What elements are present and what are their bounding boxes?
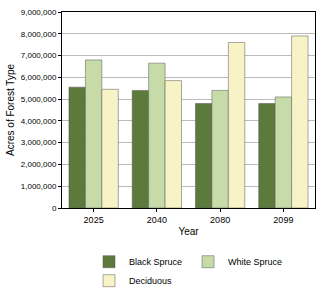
svg-text:2040: 2040 [147,215,167,225]
svg-text:2,000,000: 2,000,000 [21,160,57,169]
svg-text:White Spruce: White Spruce [228,257,282,267]
svg-text:2025: 2025 [84,215,104,225]
svg-text:8,000,000: 8,000,000 [21,30,57,39]
svg-text:Deciduous: Deciduous [129,276,172,286]
svg-text:Black Spruce: Black Spruce [129,257,182,267]
svg-text:2099: 2099 [273,215,293,225]
svg-text:0: 0 [52,204,57,213]
svg-text:1,000,000: 1,000,000 [21,182,57,191]
svg-text:4,000,000: 4,000,000 [21,117,57,126]
svg-text:6,000,000: 6,000,000 [21,73,57,82]
svg-text:5,000,000: 5,000,000 [21,95,57,104]
svg-text:Year: Year [178,226,199,237]
svg-text:9,000,000: 9,000,000 [21,8,57,17]
svg-text:3,000,000: 3,000,000 [21,138,57,147]
svg-text:7,000,000: 7,000,000 [21,51,57,60]
svg-text:Acres of Forest Type: Acres of Forest Type [5,64,16,157]
svg-text:2080: 2080 [210,215,230,225]
